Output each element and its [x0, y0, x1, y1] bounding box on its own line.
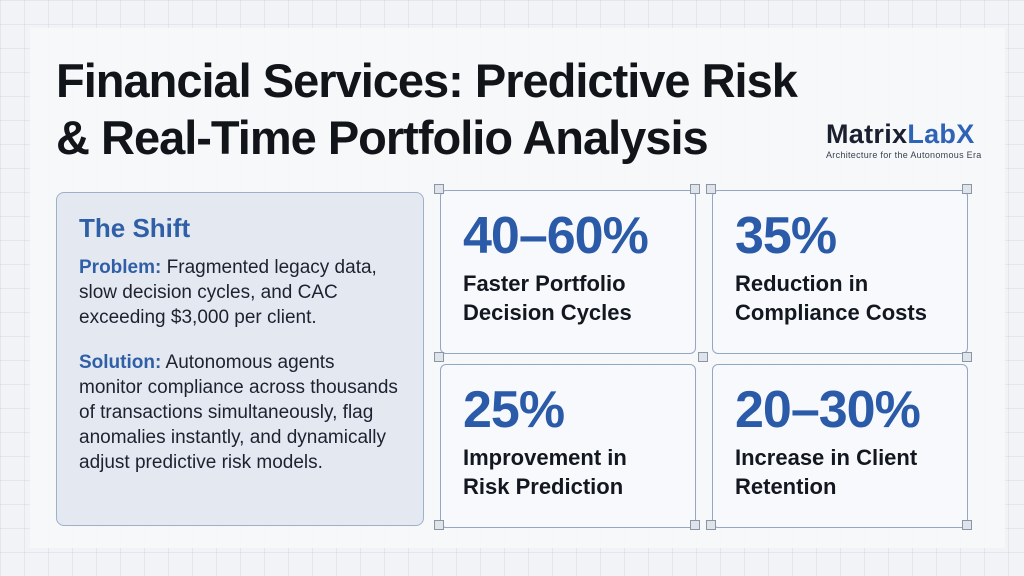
stat-card-retention: 20–30% Increase in Client Retention	[712, 364, 968, 528]
brand-name-part2: LabX	[907, 119, 975, 149]
brand-name-part1: Matrix	[826, 119, 908, 149]
problem-paragraph: Problem: Fragmented legacy data, slow de…	[79, 255, 401, 330]
solution-text: Autonomous agents monitor compliance acr…	[79, 352, 398, 473]
corner-handle	[434, 352, 444, 362]
stat-label-line: Faster Portfolio	[463, 271, 626, 296]
title-line-1: Financial Services: Predictive Risk	[56, 54, 798, 107]
stat-label-line: Compliance Costs	[735, 300, 927, 325]
stat-label: Increase in Client Retention	[735, 443, 967, 501]
brand-tagline: Architecture for the Autonomous Era	[826, 150, 982, 160]
corner-handle	[706, 184, 716, 194]
stat-label-line: Risk Prediction	[463, 474, 624, 499]
problem-label: Problem:	[79, 257, 162, 278]
stat-label-line: Retention	[735, 474, 837, 499]
stat-value: 40–60%	[463, 207, 649, 265]
corner-handle	[706, 520, 716, 530]
corner-handle	[962, 352, 972, 362]
title-line-2: & Real-Time Portfolio Analysis	[56, 111, 709, 164]
stat-value: 20–30%	[735, 381, 921, 439]
stat-label-line: Improvement in	[463, 445, 627, 470]
corner-handle	[962, 520, 972, 530]
corner-handle	[434, 184, 444, 194]
stat-label-line: Increase in Client	[735, 445, 918, 470]
stat-card-portfolio: 40–60% Faster Portfolio Decision Cycles	[440, 190, 696, 354]
stat-card-compliance: 35% Reduction in Compliance Costs	[712, 190, 968, 354]
stat-label-line: Decision Cycles	[463, 300, 632, 325]
corner-handle	[434, 520, 444, 530]
shift-heading: The Shift	[79, 213, 191, 243]
brand-name: MatrixLabX	[826, 118, 1016, 150]
corner-handle	[690, 184, 700, 194]
corner-handle	[962, 184, 972, 194]
page-title: Financial Services: Predictive Risk & Re…	[56, 52, 856, 166]
problem-text: Fragmented legacy data, slow decision cy…	[79, 257, 377, 328]
corner-handle	[690, 520, 700, 530]
stat-card-risk: 25% Improvement in Risk Prediction	[440, 364, 696, 528]
solution-label: Solution:	[79, 352, 162, 373]
stat-label: Improvement in Risk Prediction	[463, 443, 695, 501]
shift-card: The Shift Problem: Fragmented legacy dat…	[56, 192, 424, 526]
stat-label: Reduction in Compliance Costs	[735, 269, 967, 327]
stat-value: 25%	[463, 381, 565, 439]
stat-label-line: Reduction in	[735, 271, 869, 296]
stat-label: Faster Portfolio Decision Cycles	[463, 269, 695, 327]
solution-paragraph: Solution: Autonomous agents monitor comp…	[79, 350, 401, 475]
brand-logo: MatrixLabX Architecture for the Autonomo…	[826, 118, 1016, 160]
corner-handle	[698, 352, 708, 362]
stat-value: 35%	[735, 207, 837, 265]
